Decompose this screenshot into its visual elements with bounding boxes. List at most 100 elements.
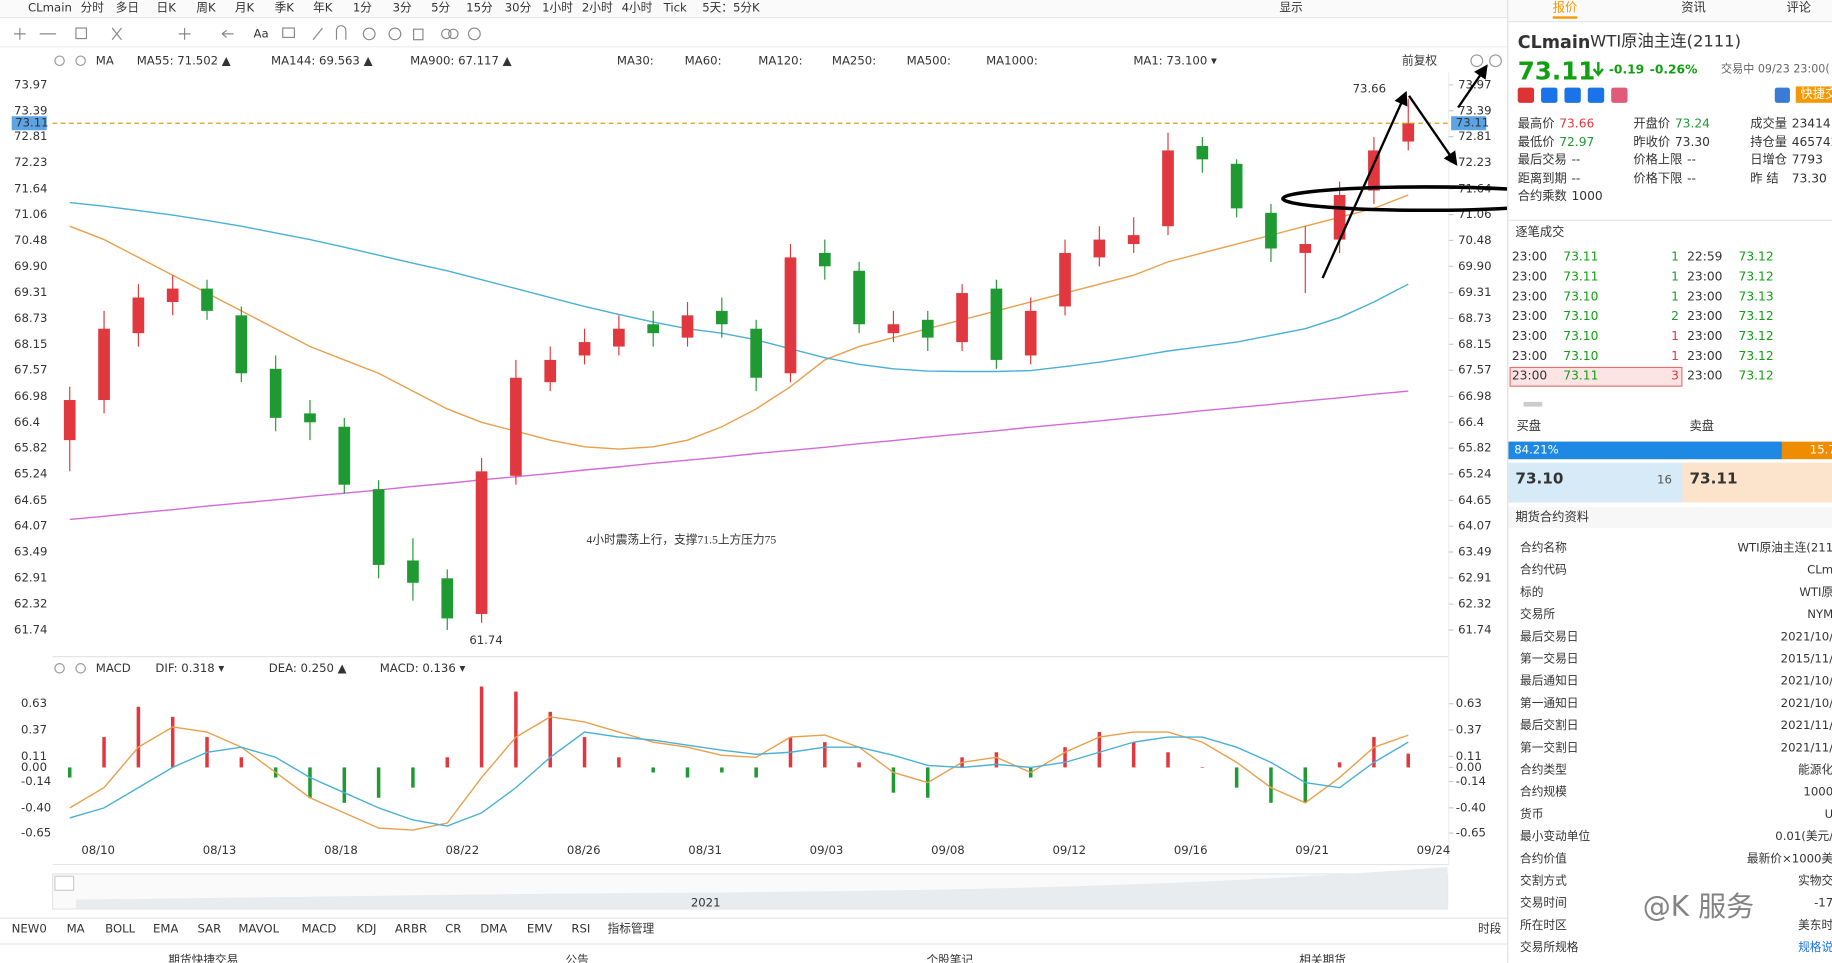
indicator-tab[interactable]: ARBR (395, 921, 427, 935)
indicator-tab[interactable]: RSI (571, 921, 590, 935)
icon[interactable] (1541, 87, 1558, 103)
row-highlight (1509, 366, 1683, 387)
symbol[interactable]: CLmain (28, 1, 72, 15)
trade-price: 73.10 (1563, 349, 1599, 364)
x-tick-label: 09/08 (931, 843, 965, 857)
period-tab[interactable]: 年K (313, 1, 333, 15)
contract-value: U (1825, 807, 1832, 823)
indicator-tab[interactable]: MA (67, 921, 85, 935)
name: WTI原油主连(2111) (1590, 32, 1741, 52)
indicator-tab[interactable]: EMV (527, 921, 552, 935)
period-tab[interactable]: 3分 (393, 1, 412, 15)
icon[interactable] (1517, 87, 1535, 103)
period-tab[interactable]: 2小时 (582, 1, 613, 15)
indicator-manage[interactable]: 指标管理 (608, 921, 655, 935)
bid-vol: 16 (1657, 474, 1672, 488)
trade-vol: 1 (1671, 349, 1679, 364)
period-tab[interactable]: 1小时 (542, 1, 573, 15)
font-tool[interactable]: Aa (254, 26, 269, 40)
period-tab[interactable]: Tick (663, 1, 687, 15)
icon[interactable] (1611, 87, 1628, 103)
quick-trade[interactable]: 快捷交 (1795, 86, 1832, 103)
macd-bar (1063, 747, 1067, 768)
hand-drawn-arrow (1408, 95, 1458, 166)
trade-time: 23:00 (1687, 369, 1723, 384)
y-tick-label: 64.07 (14, 519, 47, 533)
stat-label: 最低价 (1517, 135, 1555, 150)
icon[interactable] (1587, 87, 1605, 103)
period-tab[interactable]: 5天：5分K (702, 1, 760, 15)
period-tab[interactable]: 日K (157, 1, 177, 15)
price-tag-bg (1451, 116, 1487, 131)
period-tab[interactable]: 5分 (431, 1, 450, 15)
indicator-tab[interactable]: CR (445, 921, 461, 935)
icon[interactable] (1564, 87, 1581, 103)
panel-tab[interactable]: 资讯 (1681, 1, 1706, 16)
x-tick-label: 09/12 (1052, 843, 1086, 857)
period-tab[interactable]: 多日 (116, 1, 139, 15)
indicator-tab[interactable]: SAR (197, 921, 221, 935)
contract-value: 2021/10/ (1780, 697, 1832, 711)
contract-title: 期货合约资料 (1508, 507, 1832, 529)
contract-label: 合约价值 (1520, 852, 1567, 866)
close-icon[interactable] (75, 55, 86, 67)
y-tick-label: 65.82 (14, 441, 47, 455)
notify-icon[interactable] (1774, 87, 1790, 103)
settings-icon[interactable] (54, 55, 65, 67)
zoom-in[interactable] (1489, 54, 1502, 68)
period-tab[interactable]: 30分 (505, 1, 532, 15)
period-tab[interactable]: 季K (275, 1, 295, 15)
bottom-tab[interactable]: 期货快捷交易 (168, 953, 238, 963)
bottom-tab[interactable]: 个股笔记 (927, 953, 974, 963)
y-tick-label: 64.65 (14, 493, 47, 507)
indicator-tab[interactable]: DMA (480, 921, 507, 935)
period-tab[interactable]: 15分 (466, 1, 493, 15)
stat-value: 72.97 (1559, 135, 1595, 150)
ma-legend-item: MA55: 71.502 ▲ (137, 53, 231, 67)
trade-vol: 1 (1671, 289, 1679, 304)
navigator-handle[interactable] (54, 875, 75, 891)
period-setting[interactable]: 时段 (1478, 921, 1502, 935)
trade-price: 73.10 (1563, 289, 1599, 304)
macd-legend-item: MACD: 0.136 ▾ (380, 661, 466, 675)
x-tick-label: 08/22 (446, 843, 480, 857)
period-tab[interactable]: 周K (196, 1, 216, 15)
indicator-tab[interactable]: BOLL (105, 921, 135, 935)
draw-tools[interactable] (14, 25, 481, 41)
close-icon[interactable] (75, 663, 86, 674)
bottom-tab[interactable]: 公告 (565, 953, 588, 963)
period-tab[interactable]: 1分 (353, 1, 372, 15)
bottom-tab[interactable]: 相关期货 (1299, 953, 1346, 963)
contract-value: WTI原油主连(211 (1737, 542, 1832, 555)
candle-body (990, 288, 1003, 360)
macd-bar (445, 757, 450, 768)
adjust-button[interactable]: 前复权 (1402, 53, 1437, 67)
trade-vol: 1 (1671, 250, 1679, 265)
contract-value: 2021/11/ (1780, 719, 1832, 733)
candle-body (1024, 310, 1037, 356)
zoom-out[interactable] (1470, 54, 1484, 68)
indicator-tab[interactable]: KDJ (356, 921, 376, 935)
macd-bar (239, 757, 244, 768)
period-tab[interactable]: 月K (235, 1, 255, 15)
trades-title: 逐笔成交 (1515, 225, 1565, 240)
y-tick-label: 68.15 (14, 337, 47, 351)
display-menu[interactable]: 显示 (1279, 1, 1302, 15)
panel-tab[interactable]: 报价 (1552, 0, 1578, 19)
indicator-tab[interactable]: MACD (301, 921, 336, 935)
y-tick-label: -0.65 (21, 826, 51, 840)
macd-bar (823, 742, 827, 768)
contract-value: CLm (1807, 564, 1832, 578)
period-tab[interactable]: 分时 (81, 1, 105, 15)
settings-icon[interactable] (54, 663, 65, 674)
hand-drawn-ellipse (1281, 185, 1508, 213)
contract-label: 货币 (1520, 808, 1544, 822)
indicator-tab[interactable]: NEW0 (12, 921, 47, 935)
trade-time: 23:00 (1687, 309, 1723, 324)
stat-label: 最后交易 (1517, 153, 1567, 168)
indicator-tab[interactable]: MAVOL (238, 921, 279, 935)
indicator-tab[interactable]: EMA (153, 921, 178, 935)
period-tab[interactable]: 4小时 (622, 1, 653, 15)
panel-tab[interactable]: 评论 (1786, 1, 1811, 16)
trade-time: 23:00 (1511, 269, 1548, 284)
